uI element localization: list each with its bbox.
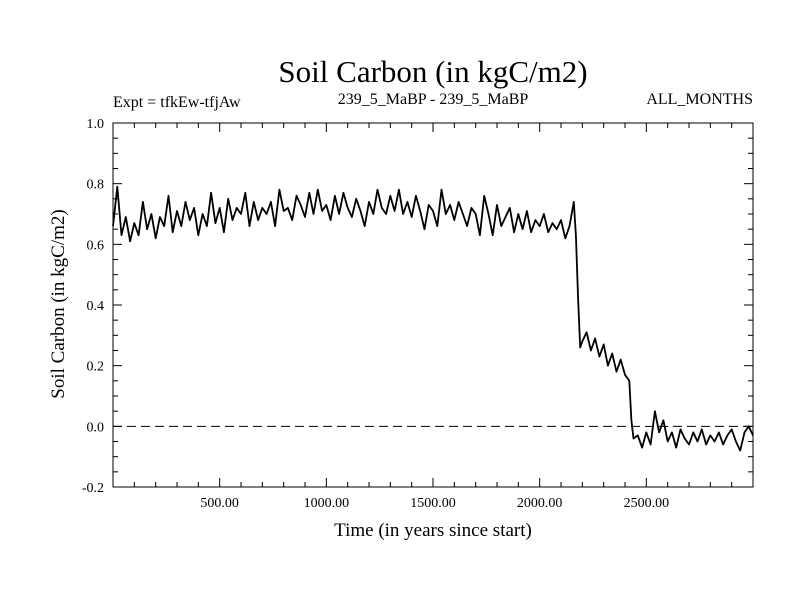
plot-area: 500.00 1000.00 1500.00 2000.00 2500.00 -0.2 0.… bbox=[82, 117, 754, 511]
y-tick-label: 0.6 bbox=[87, 238, 105, 253]
y-tick-label: 0.0 bbox=[87, 420, 105, 435]
x-tick-label: 1500.00 bbox=[410, 496, 456, 511]
chart-title: Soil Carbon (in kgC/m2) bbox=[278, 54, 587, 89]
x-tick-label: 2000.00 bbox=[517, 496, 563, 511]
chart-subtitle-center: 239_5_MaBP - 239_5_MaBP bbox=[338, 91, 529, 108]
plot-frame bbox=[112, 122, 754, 488]
x-tick-label: 500.00 bbox=[200, 496, 239, 511]
y-tick-label: -0.2 bbox=[82, 481, 104, 496]
chart-subtitle-left: Expt = tfkEw-tfjAw bbox=[113, 94, 241, 111]
y-tick-label: 0.2 bbox=[87, 360, 105, 375]
chart-subtitle-right: ALL_MONTHS bbox=[646, 91, 753, 108]
y-tick-label: 0.4 bbox=[87, 299, 105, 314]
x-axis-label: Time (in years since start) bbox=[334, 520, 532, 541]
y-axis-label: Soil Carbon (in kgC/m2) bbox=[48, 209, 69, 398]
y-tick-label: 0.8 bbox=[87, 178, 105, 193]
x-tick-label: 1000.00 bbox=[304, 496, 350, 511]
soil-carbon-series-line bbox=[112, 185, 754, 452]
y-tick-label: 1.0 bbox=[87, 117, 105, 132]
x-tick-label: 2500.00 bbox=[624, 496, 670, 511]
